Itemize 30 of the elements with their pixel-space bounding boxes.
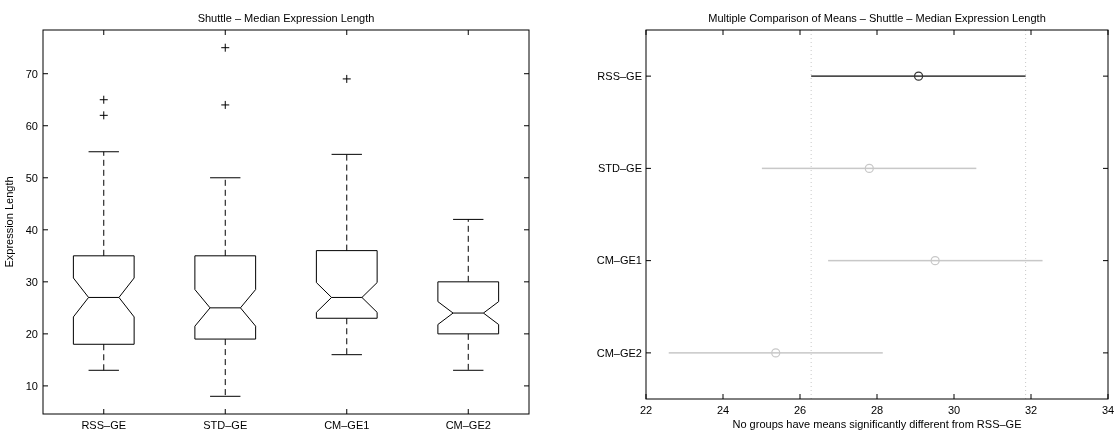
chart-title: Multiple Comparison of Means – Shuttle – Median Expression Length: [708, 12, 1046, 24]
x-tick-label: STD–GE: [203, 419, 248, 431]
x-tick-label: CM–GE1: [324, 419, 370, 431]
x-tick-label: 22: [639, 404, 653, 416]
x-tick-label: RSS–GE: [81, 419, 127, 431]
x-tick-label: 24: [716, 404, 730, 416]
y-axis-title: Expression Length: [3, 176, 15, 268]
y-tick-label: 60: [25, 119, 38, 132]
y-tick-label: RSS–GE: [597, 69, 642, 82]
y-tick-label: 30: [25, 275, 38, 288]
point: [913, 71, 924, 81]
y-tick-label: CM–GE1: [596, 254, 642, 267]
y-tick-label: 10: [25, 379, 38, 392]
chart-title: Shuttle – Median Expression Length: [197, 12, 375, 24]
y-tick-label: 20: [25, 327, 38, 340]
y-tick-label: 70: [25, 67, 38, 80]
y-tick-label: STD–GE: [597, 162, 642, 175]
x-tick-label: 32: [1024, 404, 1038, 416]
point: [930, 256, 940, 266]
point: [864, 163, 874, 173]
x-tick-label: 30: [947, 404, 961, 416]
y-tick-label: 40: [25, 223, 38, 236]
x-tick-label: 28: [870, 404, 884, 416]
y-tick-label: 50: [25, 171, 38, 184]
point: [771, 348, 781, 358]
x-tick-label: 26: [793, 404, 807, 416]
x-tick-label: 34: [1101, 404, 1115, 416]
x-axis-title: No groups have means significantly different from RSS–GE: [732, 418, 1022, 430]
x-tick-label: CM–GE2: [445, 419, 491, 431]
y-tick-label: CM–GE2: [596, 346, 642, 359]
